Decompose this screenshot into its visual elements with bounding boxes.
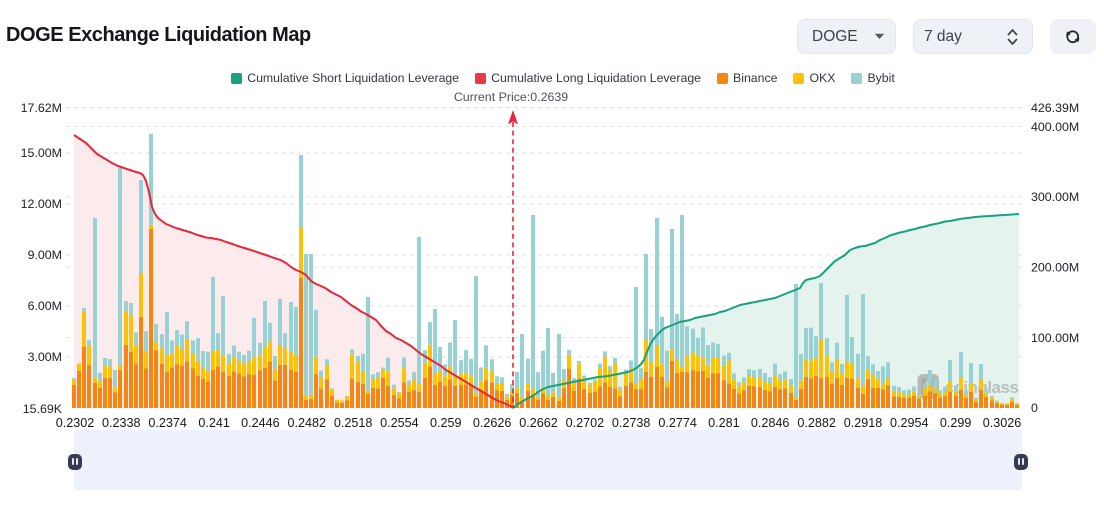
svg-text:0.2662: 0.2662: [519, 416, 558, 430]
svg-text:0.2302: 0.2302: [56, 416, 95, 430]
svg-text:0.299: 0.299: [940, 416, 972, 430]
svg-text:400.00M: 400.00M: [1031, 120, 1079, 134]
svg-text:15.00M: 15.00M: [21, 146, 62, 160]
svg-text:0.2554: 0.2554: [380, 416, 419, 430]
svg-text:100.00M: 100.00M: [1031, 331, 1079, 345]
svg-text:0.2338: 0.2338: [102, 416, 141, 430]
svg-text:0.2446: 0.2446: [241, 416, 280, 430]
svg-text:0.2846: 0.2846: [751, 416, 790, 430]
svg-text:0.281: 0.281: [708, 416, 740, 430]
svg-text:0.259: 0.259: [430, 416, 462, 430]
svg-text:12.00M: 12.00M: [21, 197, 62, 211]
svg-text:Current Price:0.2639: Current Price:0.2639: [454, 90, 568, 104]
svg-text:200.00M: 200.00M: [1031, 260, 1079, 274]
svg-text:0.241: 0.241: [198, 416, 230, 430]
svg-text:6.00M: 6.00M: [28, 299, 62, 313]
svg-text:15.69K: 15.69K: [23, 402, 63, 416]
svg-text:0.3026: 0.3026: [983, 416, 1022, 430]
svg-text:0.2954: 0.2954: [890, 416, 929, 430]
svg-text:0.2918: 0.2918: [844, 416, 883, 430]
svg-text:0: 0: [1031, 401, 1038, 415]
svg-text:426.39M: 426.39M: [1031, 101, 1079, 115]
svg-text:300.00M: 300.00M: [1031, 190, 1079, 204]
svg-text:9.00M: 9.00M: [28, 248, 62, 262]
svg-text:0.2518: 0.2518: [334, 416, 373, 430]
svg-text:0.2626: 0.2626: [473, 416, 512, 430]
svg-text:0.2882: 0.2882: [797, 416, 836, 430]
svg-text:17.62M: 17.62M: [21, 101, 62, 115]
svg-text:3.00M: 3.00M: [28, 350, 62, 364]
svg-text:0.2482: 0.2482: [288, 416, 327, 430]
svg-text:0.2374: 0.2374: [148, 416, 187, 430]
svg-text:0.2738: 0.2738: [612, 416, 651, 430]
svg-text:0.2702: 0.2702: [566, 416, 605, 430]
svg-text:0.2774: 0.2774: [658, 416, 697, 430]
